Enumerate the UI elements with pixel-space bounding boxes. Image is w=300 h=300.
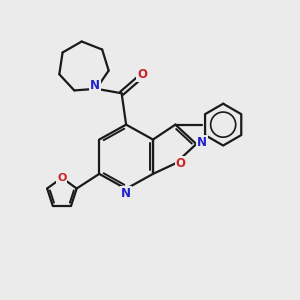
Text: N: N [90,79,100,92]
Text: O: O [57,173,67,183]
Text: O: O [137,68,147,81]
Text: N: N [121,187,131,200]
Text: N: N [197,136,207,149]
Text: O: O [176,157,186,170]
